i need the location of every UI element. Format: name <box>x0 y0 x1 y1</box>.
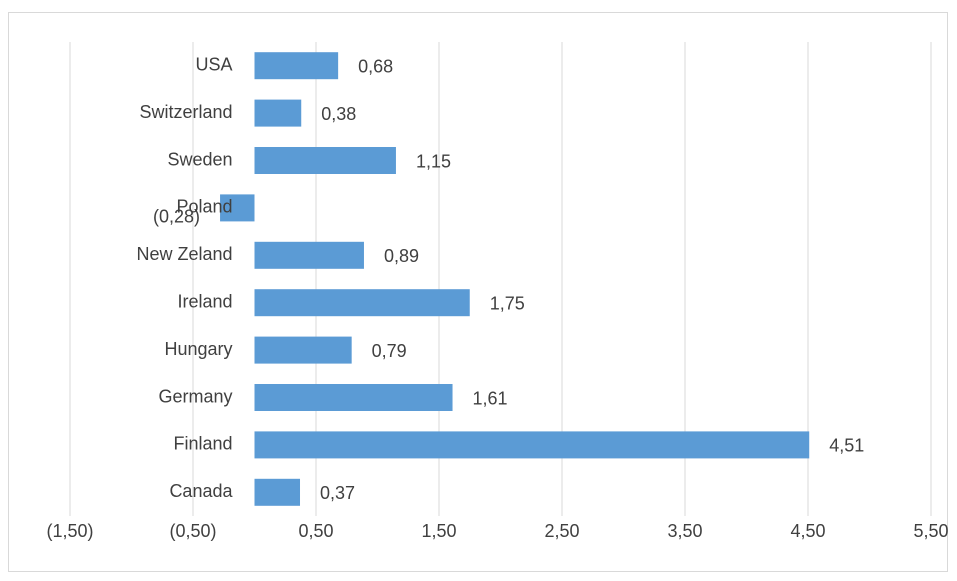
x-axis-tick-labels: (1,50) (0,50) 0,50 1,50 2,50 3,50 4,50 5,50 <box>46 521 948 541</box>
bar <box>254 384 453 411</box>
bar <box>254 241 364 269</box>
x-tick-label: 3,50 <box>667 521 702 541</box>
category-label: Poland <box>176 197 232 217</box>
x-tick-label: 0,50 <box>298 521 333 541</box>
category-label: Sweden <box>167 149 232 169</box>
data-label: 0,68 <box>358 56 393 76</box>
bar <box>254 99 302 127</box>
category-labels: USA Switzerland Sweden Poland New Zeland Irel… <box>136 54 233 501</box>
bar <box>220 194 255 222</box>
category-label: Germany <box>158 386 232 406</box>
data-label: 1,75 <box>490 293 525 313</box>
x-tick-label: 5,50 <box>913 521 948 541</box>
data-labels: 0,68 0,38 1,15 (0,28) 0,89 1,75 0,79 1,61 4,51 0,… <box>153 56 864 503</box>
data-label: 0,89 <box>384 246 419 266</box>
bar <box>254 52 339 80</box>
bars <box>220 52 810 506</box>
data-label: 0,79 <box>372 341 407 361</box>
x-tick-label: 4,50 <box>790 521 825 541</box>
category-label: New Zeland <box>136 244 232 264</box>
data-label: 0,38 <box>321 104 356 124</box>
category-label: USA <box>195 54 232 74</box>
category-label: Canada <box>169 481 233 501</box>
data-label: 4,51 <box>829 436 864 456</box>
category-label: Hungary <box>164 339 232 359</box>
bar <box>254 478 301 506</box>
chart-frame <box>8 12 948 572</box>
data-label: 1,61 <box>473 388 508 408</box>
bar <box>254 431 810 459</box>
category-label: Ireland <box>177 291 232 311</box>
x-tick-label: (0,50) <box>169 521 216 541</box>
x-tick-label: (1,50) <box>46 521 93 541</box>
category-label: Switzerland <box>139 102 232 122</box>
x-tick-label: 1,50 <box>421 521 456 541</box>
data-label: 1,15 <box>416 151 451 171</box>
category-label: Finland <box>173 434 232 454</box>
x-tick-label: 2,50 <box>544 521 579 541</box>
bar <box>254 289 470 317</box>
data-label: (0,28) <box>153 207 200 227</box>
data-label: 0,37 <box>320 483 355 503</box>
bar <box>254 336 352 364</box>
bar <box>254 147 396 174</box>
